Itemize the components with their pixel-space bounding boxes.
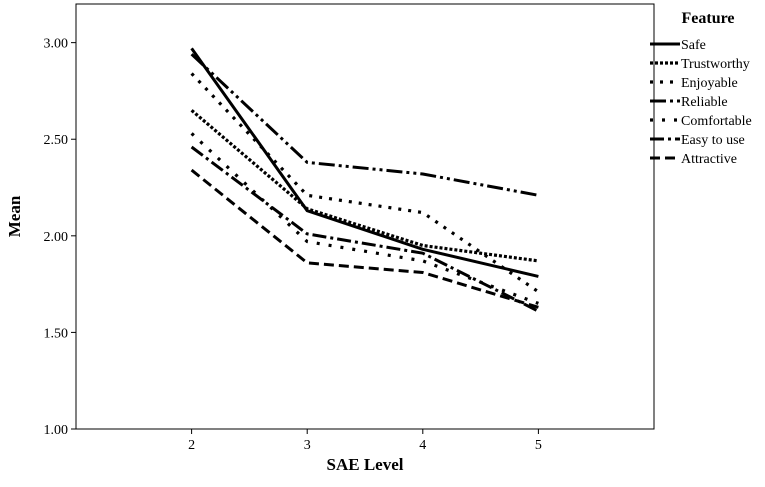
series-lines (190, 47, 540, 313)
legend-title: Feature (681, 10, 734, 27)
x-tick-label: 5 (535, 438, 542, 453)
y-tick-label: 2.50 (44, 133, 69, 148)
x-tick-label: 4 (419, 438, 426, 453)
series-line-easy-to-use (190, 145, 540, 313)
legend-label: Trustworthy (681, 57, 750, 72)
plot-frame (75, 3, 655, 430)
x-tick-label: 3 (304, 438, 311, 453)
x-axis-ticks: 2 3 4 5 (188, 429, 542, 453)
y-tick-label: 3.00 (44, 37, 69, 52)
legend-label: Reliable (681, 95, 728, 110)
legend-label: Attractive (681, 152, 737, 167)
y-axis-ticks: 1.00 1.50 2.00 2.50 3.00 (44, 37, 76, 438)
y-tick-label: 1.50 (44, 326, 69, 341)
legend-label: Safe (681, 38, 706, 53)
series-line-comfortable (190, 132, 539, 305)
series-line-enjoyable (190, 72, 540, 294)
legend-label: Easy to use (681, 133, 745, 148)
x-axis-title: SAE Level (327, 455, 404, 474)
legend-label: Comfortable (681, 114, 752, 129)
legend-label: Enjoyable (681, 76, 738, 91)
x-tick-label: 2 (188, 438, 195, 453)
y-axis-title: Mean (5, 195, 24, 237)
series-line-reliable (190, 53, 539, 197)
y-tick-label: 1.00 (44, 423, 69, 438)
y-tick-label: 2.00 (44, 230, 69, 245)
legend: Feature Safe Trustworthy Enjoyable Reliable… (650, 10, 752, 167)
plot-area (75, 3, 655, 430)
series-line-safe (190, 47, 539, 278)
series-line-attractive (190, 168, 539, 309)
series-line-trustworthy (190, 109, 539, 263)
